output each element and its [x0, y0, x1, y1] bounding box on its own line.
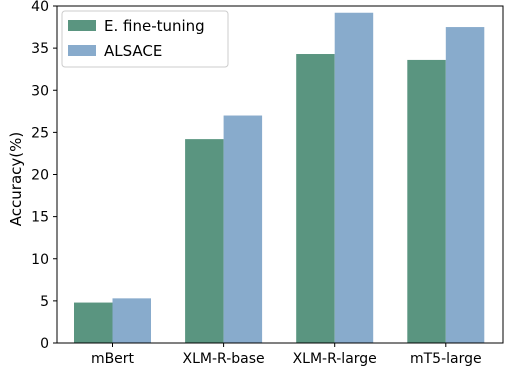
y-tick-label-5: 5 — [40, 294, 49, 310]
y-tick-label-25: 25 — [31, 125, 49, 141]
x-axis: mBert XLM-R-base XLM-R-large mT5-large — [91, 343, 482, 367]
legend-label-alsace: ALSACE — [104, 42, 162, 60]
x-tick-label-xlm-r-large: XLM-R-large — [293, 351, 377, 367]
bar-s1-mt5-large — [445, 27, 485, 344]
bar-s0-mbert — [74, 302, 113, 343]
x-tick-label-xlm-r-base: XLM-R-base — [183, 351, 265, 367]
bar-s0-xlm-r-large — [296, 54, 335, 344]
y-tick-label-40: 40 — [31, 0, 49, 15]
x-tick-label-mbert: mBert — [91, 351, 135, 367]
bar-s0-xlm-r-base — [185, 139, 224, 343]
legend-swatch-alsace — [68, 45, 96, 56]
x-tick-label-mt5-large: mT5-large — [410, 351, 482, 367]
legend-label-e-fine-tuning: E. fine-tuning — [104, 17, 205, 35]
y-axis-title: Accuracy(%) — [7, 132, 25, 226]
bar-s0-mt5-large — [407, 59, 446, 344]
y-tick-label-10: 10 — [31, 252, 49, 268]
plot-frame — [56, 5, 504, 344]
legend: E. fine-tuning ALSACE — [61, 10, 229, 68]
y-tick-label-0: 0 — [40, 336, 49, 352]
y-tick-label-30: 30 — [31, 83, 49, 99]
y-tick-label-15: 15 — [31, 210, 49, 226]
y-tick-label-20: 20 — [31, 168, 49, 184]
legend-box — [61, 10, 229, 68]
y-axis: 0 5 10 15 20 25 30 35 40 — [31, 0, 57, 352]
bars-group — [74, 12, 485, 344]
bar-s1-xlm-r-base — [223, 115, 263, 344]
y-tick-label-35: 35 — [31, 41, 49, 57]
bar-s1-xlm-r-large — [334, 12, 374, 344]
legend-swatch-e-fine-tuning — [68, 20, 96, 31]
bar-s1-mbert — [112, 298, 151, 343]
